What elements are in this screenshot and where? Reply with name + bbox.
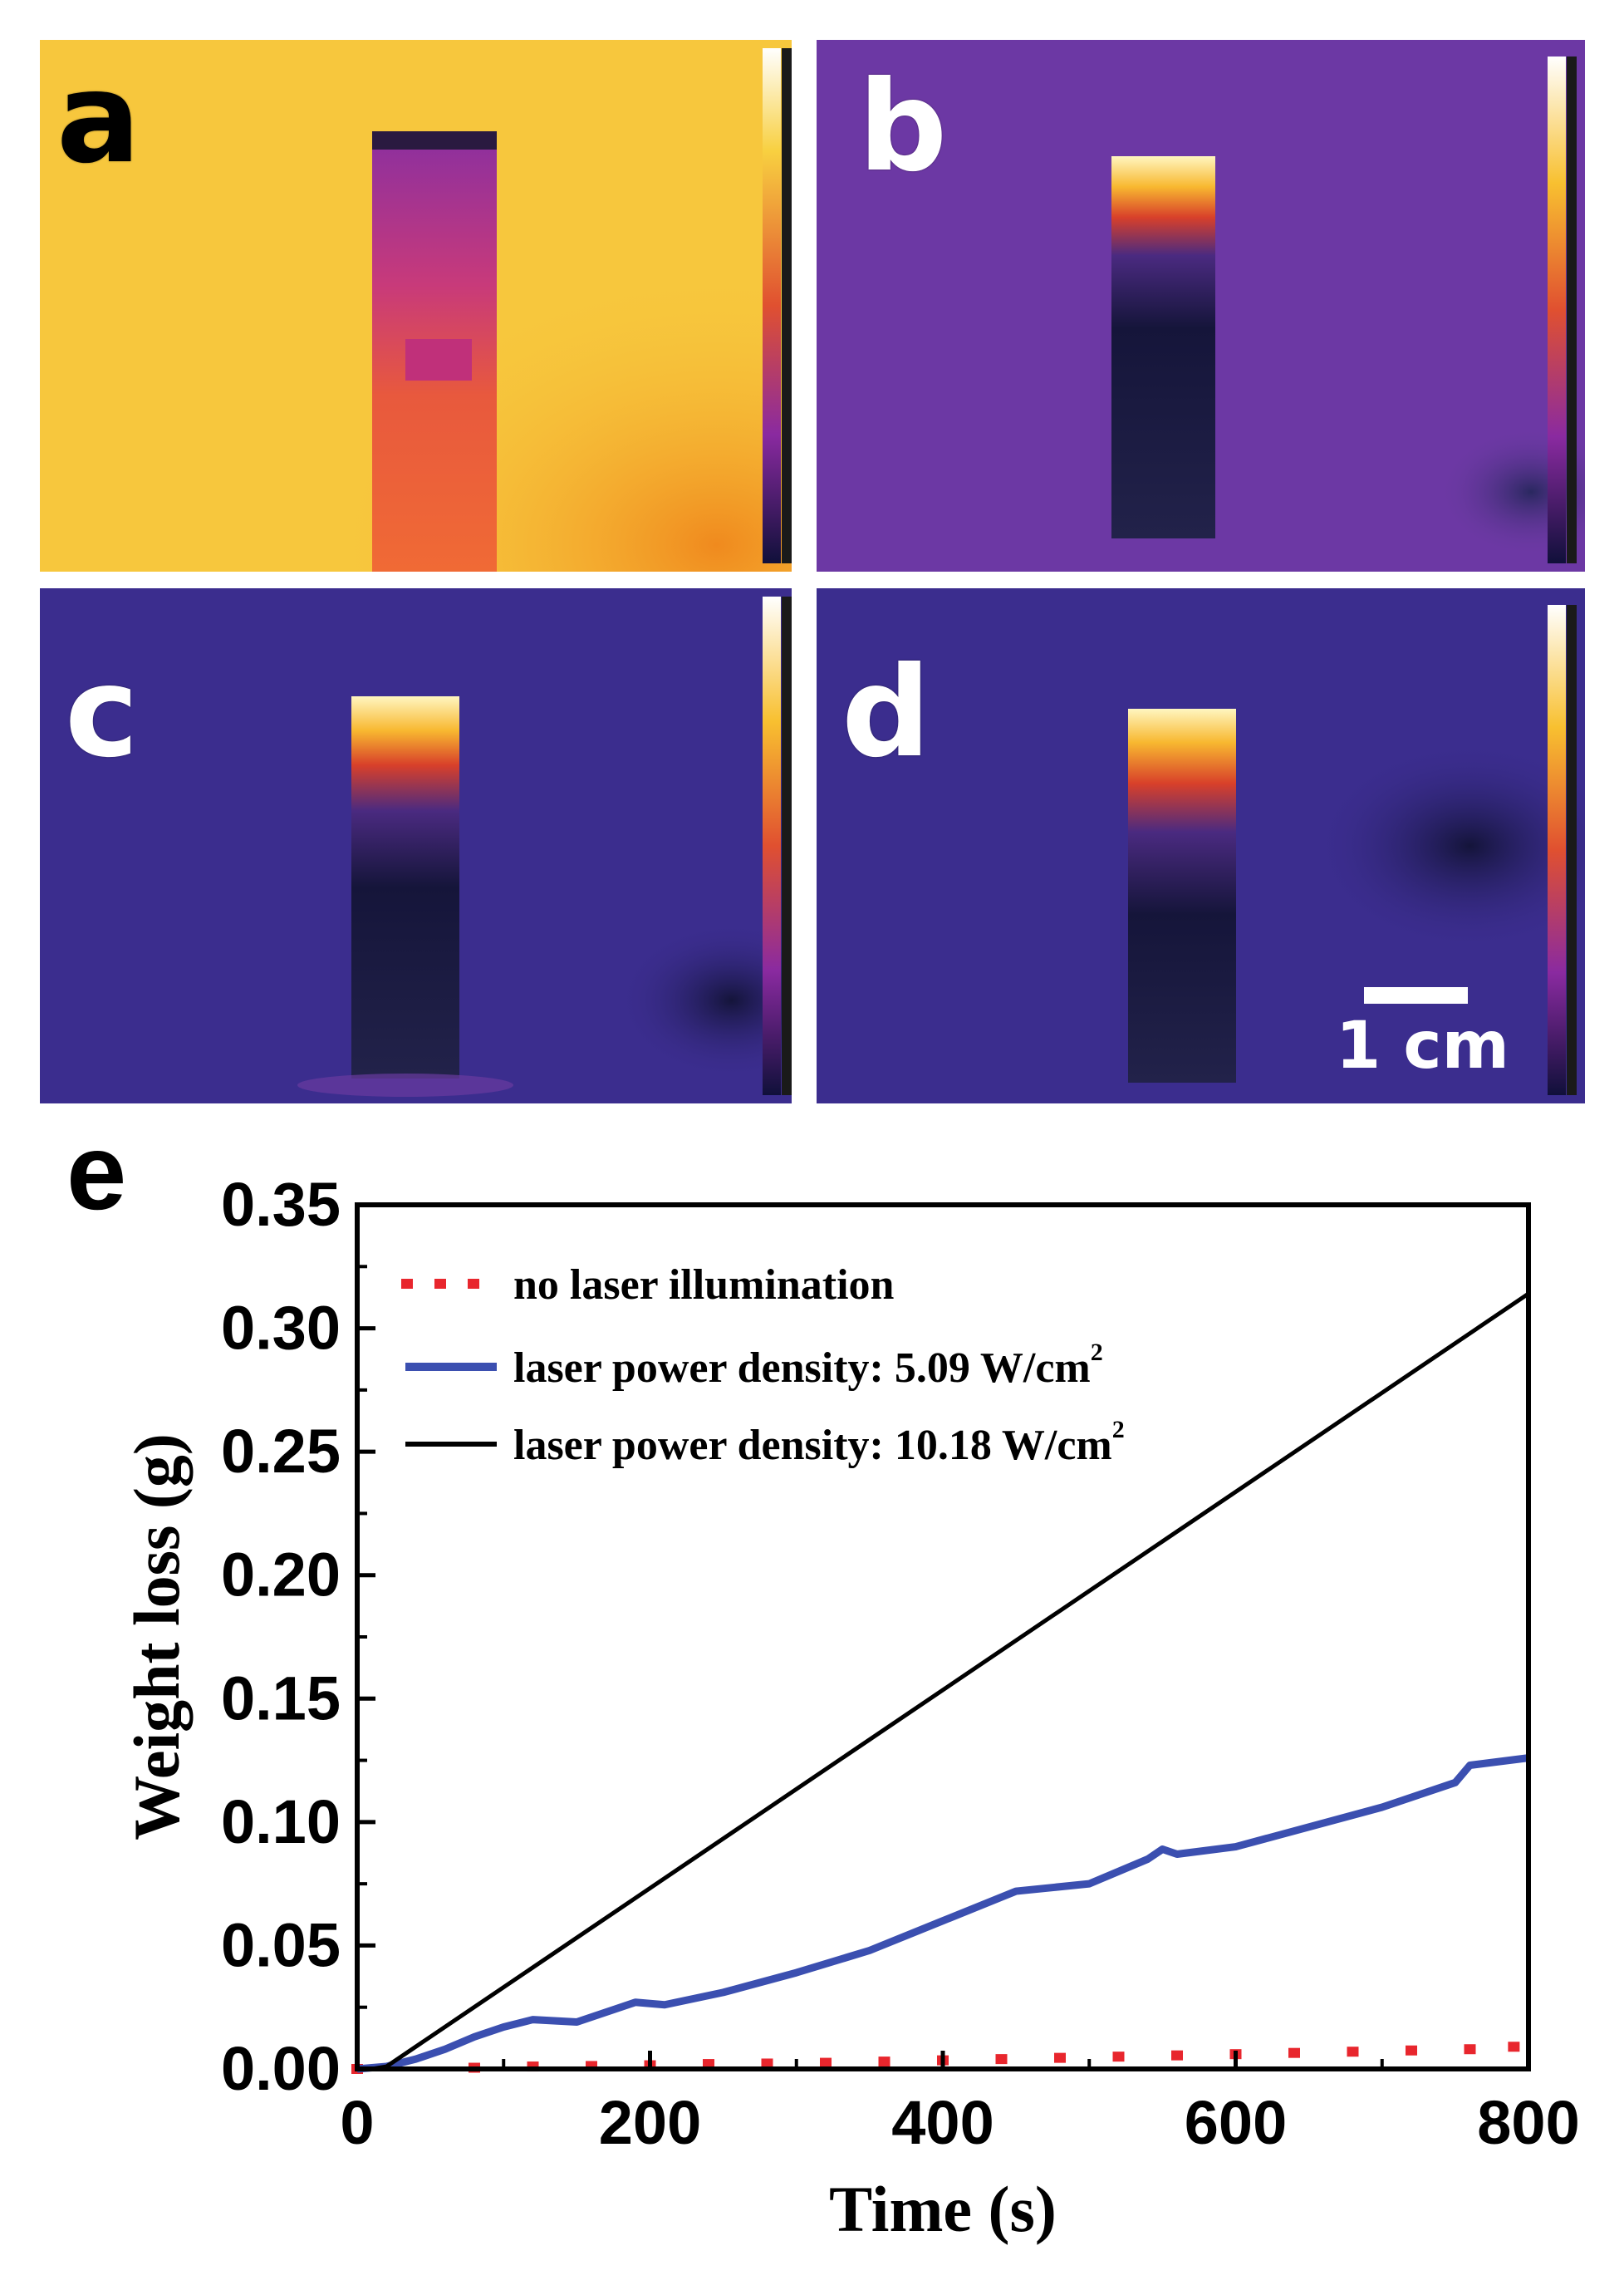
legend-label: laser power density: 10.18 W/cm2 [513, 1416, 1125, 1469]
y-tick-label: 0.10 [221, 1787, 341, 1856]
series-line [357, 1291, 1530, 2071]
legend-marker [401, 1279, 413, 1289]
x-tick-label: 800 [1477, 2088, 1579, 2157]
y-tick-label: 0.30 [221, 1294, 341, 1363]
y-axis-label: Weight loss (g) [120, 1433, 193, 1840]
series-1 [356, 1754, 1529, 2073]
y-tick-label: 0.35 [221, 1170, 341, 1239]
scale-bar-label: 1 cm [1336, 1009, 1509, 1084]
panel-label-d: d [841, 641, 931, 785]
x-axis-label: Time (s) [829, 2173, 1057, 2245]
x-tick-label: 600 [1185, 2088, 1287, 2157]
data-point [1406, 2045, 1417, 2056]
data-point [1112, 2052, 1125, 2062]
thermal-image-d: d [817, 588, 1585, 1103]
thermal-image-a-graphic [40, 40, 792, 572]
panel-label-a: a [56, 47, 141, 191]
data-point [878, 2056, 891, 2067]
legend-marker [468, 1279, 479, 1289]
data-point [1171, 2050, 1183, 2061]
thermal-image-c-graphic [40, 588, 792, 1103]
thermal-image-a: a [40, 40, 792, 572]
data-point [1288, 2047, 1300, 2058]
x-tick-label: 400 [891, 2088, 994, 2157]
series-line [356, 1754, 1529, 2073]
data-point [1464, 2044, 1476, 2055]
y-tick-label: 0.25 [221, 1417, 341, 1486]
x-tick-label: 0 [340, 2088, 374, 2157]
y-tick-label: 0.15 [221, 1663, 341, 1732]
data-point [761, 2058, 773, 2069]
legend-item: laser power density: 5.09 W/cm2 [405, 1339, 1103, 1392]
panel-label-b: b [858, 55, 948, 199]
y-tick-label: 0.20 [221, 1541, 341, 1609]
data-point [1347, 2047, 1359, 2057]
panel-label-c: c [65, 641, 139, 785]
legend-item: no laser illumination [401, 1261, 895, 1309]
data-point [995, 2054, 1008, 2065]
thermal-image-c: c [40, 588, 792, 1103]
panel-label-e: e [66, 1118, 126, 1232]
plot-frame [355, 1202, 1531, 2071]
y-tick-label: 0.00 [221, 2034, 341, 2103]
thermal-image-b-graphic [817, 40, 1585, 572]
series-2 [357, 1291, 1530, 2071]
y-tick-label: 0.05 [221, 1910, 341, 1979]
legend-label: no laser illumination [513, 1261, 895, 1309]
legend-label: laser power density: 5.09 W/cm2 [513, 1339, 1103, 1392]
weight-loss-chart: e 0 200 400 600 800 0.00 0.05 0.10 0.15 0.20 0.25 0… [66, 1118, 1580, 2245]
data-point [1508, 2042, 1520, 2052]
scale-bar [1364, 987, 1468, 1004]
legend-item: laser power density: 10.18 W/cm2 [405, 1416, 1125, 1469]
x-tick-label: 200 [599, 2088, 701, 2157]
data-point [820, 2057, 832, 2068]
legend-marker [434, 1279, 446, 1289]
data-point [1054, 2052, 1066, 2063]
thermal-image-b: b [817, 40, 1585, 572]
thermal-image-d-graphic [817, 588, 1585, 1103]
